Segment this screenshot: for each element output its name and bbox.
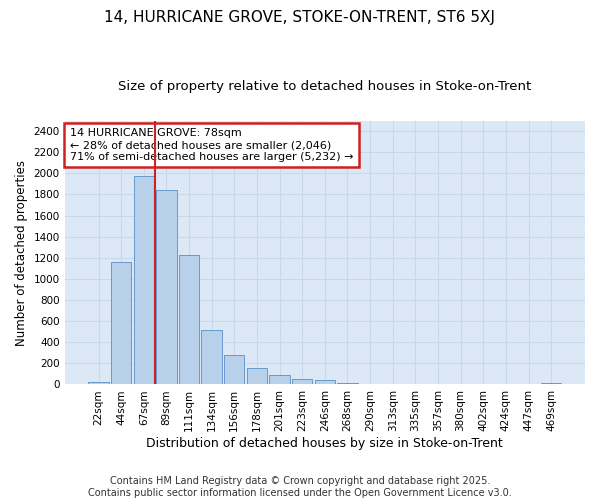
Bar — [224, 356, 244, 384]
Bar — [156, 190, 176, 384]
Bar — [88, 382, 109, 384]
X-axis label: Distribution of detached houses by size in Stoke-on-Trent: Distribution of detached houses by size … — [146, 437, 503, 450]
Bar — [202, 330, 222, 384]
Text: Contains HM Land Registry data © Crown copyright and database right 2025.
Contai: Contains HM Land Registry data © Crown c… — [88, 476, 512, 498]
Text: 14, HURRICANE GROVE, STOKE-ON-TRENT, ST6 5XJ: 14, HURRICANE GROVE, STOKE-ON-TRENT, ST6… — [104, 10, 496, 25]
Bar — [269, 375, 290, 384]
Bar — [337, 383, 358, 384]
Bar — [292, 378, 313, 384]
Bar — [179, 254, 199, 384]
Title: Size of property relative to detached houses in Stoke-on-Trent: Size of property relative to detached ho… — [118, 80, 532, 93]
Bar — [134, 176, 154, 384]
Y-axis label: Number of detached properties: Number of detached properties — [15, 160, 28, 346]
Bar — [247, 368, 267, 384]
Bar — [314, 380, 335, 384]
Bar — [111, 262, 131, 384]
Text: 14 HURRICANE GROVE: 78sqm
← 28% of detached houses are smaller (2,046)
71% of se: 14 HURRICANE GROVE: 78sqm ← 28% of detac… — [70, 128, 353, 162]
